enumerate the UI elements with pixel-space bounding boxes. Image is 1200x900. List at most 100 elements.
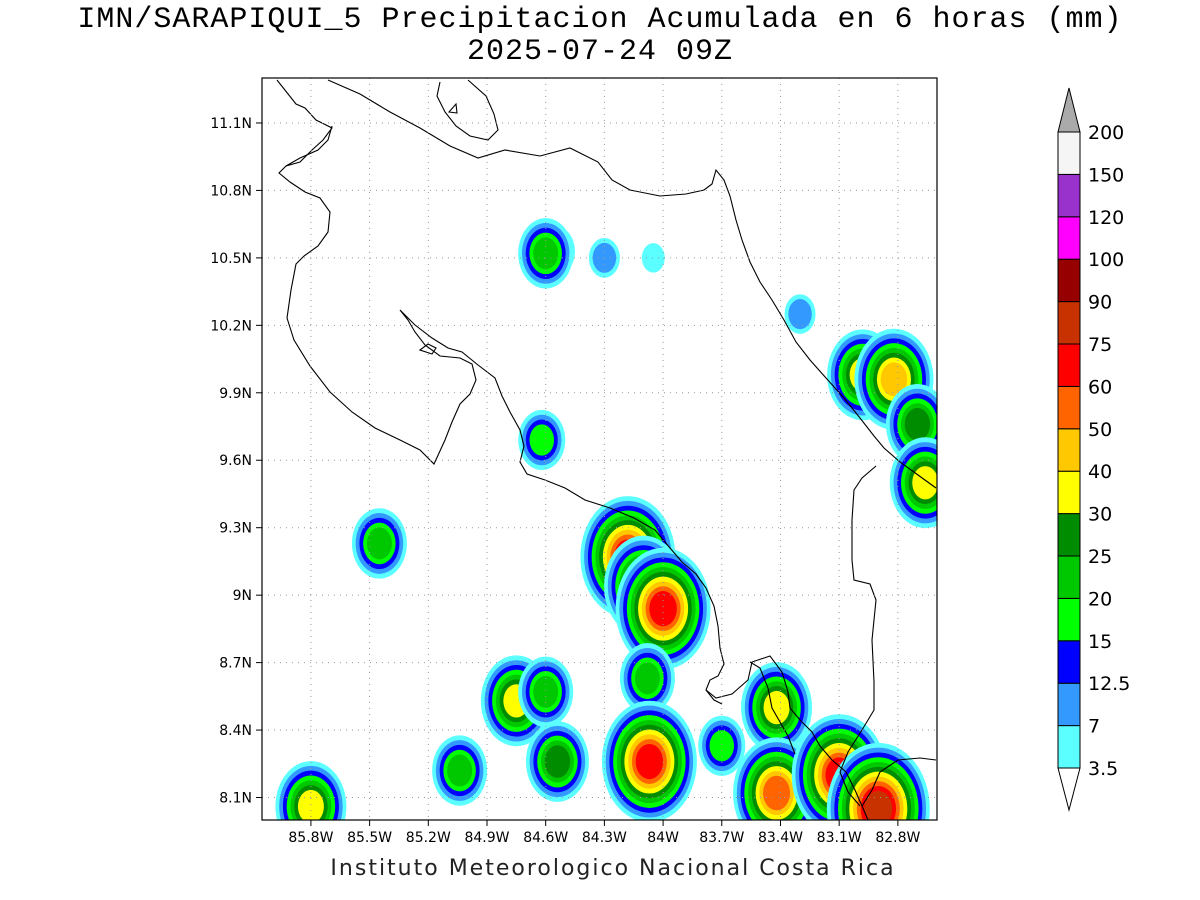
precip-cell <box>525 721 589 802</box>
colorbar-label: 75 <box>1088 334 1112 356</box>
lon-tick-label: 83.1W <box>817 830 862 846</box>
precip-contour <box>533 675 559 708</box>
colorbar-bin <box>1057 131 1081 175</box>
colorbar: 3.5 7 12.5 15 20 25 30 40 50 60 75 90 100 120 150 200 <box>1057 87 1130 812</box>
precip-cell <box>889 437 937 529</box>
colorbar-bin <box>1057 597 1081 642</box>
colorbar-bin <box>1057 428 1081 472</box>
colorbar-label: 60 <box>1088 376 1112 398</box>
precip-contour <box>366 527 392 560</box>
precip-contour <box>880 362 908 397</box>
lat-tick-label: 8.1N <box>219 791 252 807</box>
precip-cell <box>518 218 574 289</box>
colorbar-bin <box>1057 385 1081 430</box>
lon-tick-label: 85.5W <box>347 830 392 846</box>
lake-nicaragua-shore <box>436 79 499 141</box>
precip-cell <box>826 742 930 820</box>
precip-contour <box>297 789 324 820</box>
lat-tick-label: 10.8N <box>210 183 252 199</box>
map-title: IMN/SARAPIQUI_5 Precipitacion Acumulada … <box>77 3 1123 37</box>
colorbar-label: 30 <box>1088 504 1112 526</box>
colorbar-bin <box>1057 343 1081 387</box>
border-nicaragua-costarica <box>285 125 333 167</box>
precip-cell <box>601 700 697 820</box>
lat-tick-label: 10.2N <box>210 318 252 334</box>
island-3 <box>705 689 723 705</box>
colorbar-under-arrow <box>1057 767 1081 812</box>
island-2 <box>447 102 458 114</box>
colorbar-bin <box>1057 682 1081 727</box>
colorbar-label: 150 <box>1088 164 1124 186</box>
precip-contour <box>447 754 473 787</box>
lat-tick-label: 9.3N <box>219 521 252 537</box>
coastline-northwest <box>276 79 869 820</box>
lon-tick-label: 84.6W <box>523 830 568 846</box>
precip-contour <box>763 690 790 725</box>
precipitation-field <box>275 218 937 820</box>
lat-tick-label: 11.1N <box>210 116 252 132</box>
precip-contour <box>544 745 571 778</box>
precip-cell <box>432 735 488 806</box>
lat-tick-label: 8.7N <box>219 656 252 672</box>
precip-contour <box>533 237 559 270</box>
precip-cell <box>518 656 574 728</box>
lat-tick-label: 9N <box>233 588 252 604</box>
colorbar-label: 7 <box>1088 716 1100 738</box>
colorbar-bin <box>1057 301 1081 345</box>
colorbar-bin <box>1057 555 1081 599</box>
lon-tick-label: 82.8W <box>875 830 920 846</box>
lat-tick-label: 9.6N <box>219 453 252 469</box>
precip-contour <box>709 730 735 762</box>
precip-contour <box>641 243 665 273</box>
precip-cell <box>741 662 813 754</box>
coastline-caribbean <box>327 79 937 489</box>
colorbar-label: 120 <box>1088 207 1124 229</box>
colorbar-label: 50 <box>1088 419 1112 441</box>
precip-contour <box>788 299 812 330</box>
precip-cell <box>698 715 746 776</box>
colorbar-label: 25 <box>1088 546 1112 568</box>
precip-cell <box>518 409 566 471</box>
colorbar-label: 90 <box>1088 292 1112 314</box>
colorbar-label: 200 <box>1088 122 1124 144</box>
island-1 <box>418 343 437 355</box>
colorbar-label: 12.5 <box>1088 673 1130 695</box>
map-timestamp: 2025-07-24 09Z <box>466 35 734 69</box>
lat-tick-label: 8.4N <box>219 723 252 739</box>
border-costarica-panama <box>839 465 877 807</box>
precip-cell <box>784 294 816 334</box>
precip-contour <box>529 424 555 456</box>
colorbar-bin <box>1057 725 1081 769</box>
map-axes: 11.1N 10.8N 10.5N 10.2N 9.9N 9.6N 9.3N 9N 8.7N 8.… <box>210 116 920 846</box>
footer-credit: Instituto Meteorologico Nacional Costa R… <box>330 856 896 881</box>
precip-contour <box>912 466 937 500</box>
colorbar-label: 20 <box>1088 588 1112 610</box>
colorbar-bin <box>1057 173 1081 218</box>
coastline-golfo-dulce <box>749 661 796 755</box>
colorbar-label: 3.5 <box>1088 758 1118 780</box>
lon-tick-label: 85.8W <box>288 830 333 846</box>
coastline-panama <box>861 757 937 807</box>
colorbar-label: 40 <box>1088 461 1112 483</box>
precip-cell <box>351 508 407 579</box>
lon-tick-label: 85.2W <box>406 830 451 846</box>
lon-tick-label: 84W <box>647 830 679 846</box>
lat-tick-label: 9.9N <box>219 386 252 402</box>
lon-tick-label: 83.7W <box>699 830 744 846</box>
colorbar-label: 100 <box>1088 249 1124 271</box>
colorbar-bin <box>1057 470 1081 515</box>
colorbar-bin <box>1057 216 1081 260</box>
colorbar-bin <box>1057 513 1081 557</box>
plot-frame <box>261 77 938 821</box>
precip-contour <box>763 775 791 811</box>
precip-contour <box>634 662 660 695</box>
precip-cell <box>641 243 665 273</box>
precip-contour <box>635 743 664 780</box>
lat-tick-label: 10.5N <box>210 251 252 267</box>
precip-contour <box>864 790 893 820</box>
graticule <box>262 78 937 820</box>
colorbar-bin <box>1057 258 1081 303</box>
precip-contour <box>904 407 931 441</box>
lon-tick-label: 83.4W <box>758 830 803 846</box>
